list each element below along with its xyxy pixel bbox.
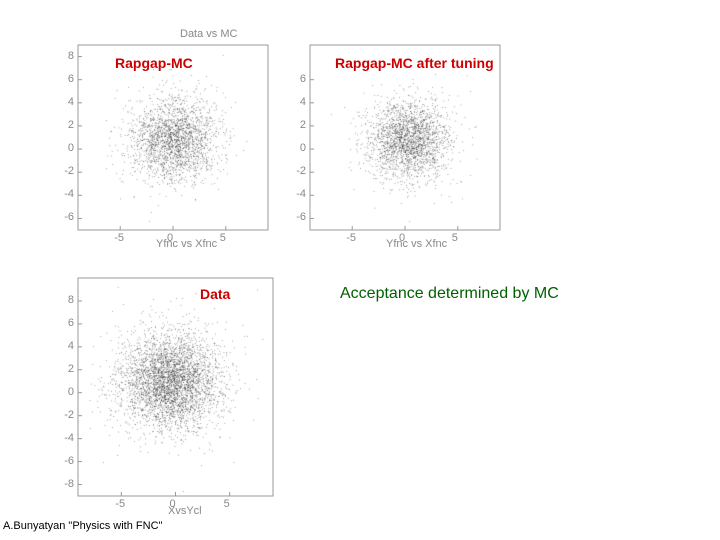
ytick-label: 0 [68,386,74,398]
xtick-label: -5 [115,498,125,510]
ytick-label: 6 [68,73,74,85]
ytick-label: 4 [68,340,74,352]
axis-title-top-right: Yfnc vs Xfnc [386,238,447,250]
chart-title-top-left: Data vs MC [180,28,237,40]
ytick-label: 0 [68,142,74,154]
ytick-label: 0 [300,142,306,154]
ytick-label: 2 [300,119,306,131]
ytick-label: -2 [64,409,74,421]
xtick-label: 5 [220,232,226,244]
ytick-label: 4 [300,96,306,108]
ytick-label: 6 [68,317,74,329]
ytick-label: -4 [296,188,306,200]
chart-label-bottom-left: Data [200,286,230,302]
chart-label-top-left: Rapgap-MC [115,55,193,71]
ytick-label: -2 [64,165,74,177]
scatter-bottom-left [78,278,273,496]
ytick-label: -4 [64,432,74,444]
ytick-label: 4 [68,96,74,108]
chart-label-top-right: Rapgap-MC after tuning [335,55,494,71]
axis-title-bottom-left: XvsYcl [168,505,202,517]
ytick-label: -6 [64,211,74,223]
xtick-label: 5 [224,498,230,510]
scatter-top-left [78,45,268,230]
ytick-label: 6 [300,73,306,85]
ytick-label: 2 [68,119,74,131]
ytick-label: -6 [64,455,74,467]
xtick-label: -5 [114,232,124,244]
ytick-label: 2 [68,363,74,375]
ytick-label: 8 [68,50,74,62]
acceptance-text: Acceptance determined by MC [340,285,559,303]
ytick-label: -6 [296,211,306,223]
xtick-label: 5 [452,232,458,244]
ytick-label: -4 [64,188,74,200]
xtick-label: -5 [346,232,356,244]
axis-title-top-left: Yfnc vs Xfnc [156,238,217,250]
ytick-label: 8 [68,294,74,306]
ytick-label: -8 [64,478,74,490]
ytick-label: -2 [296,165,306,177]
footer-credit: A.Bunyatyan "Physics with FNC" [3,520,162,532]
scatter-top-right [310,45,500,230]
